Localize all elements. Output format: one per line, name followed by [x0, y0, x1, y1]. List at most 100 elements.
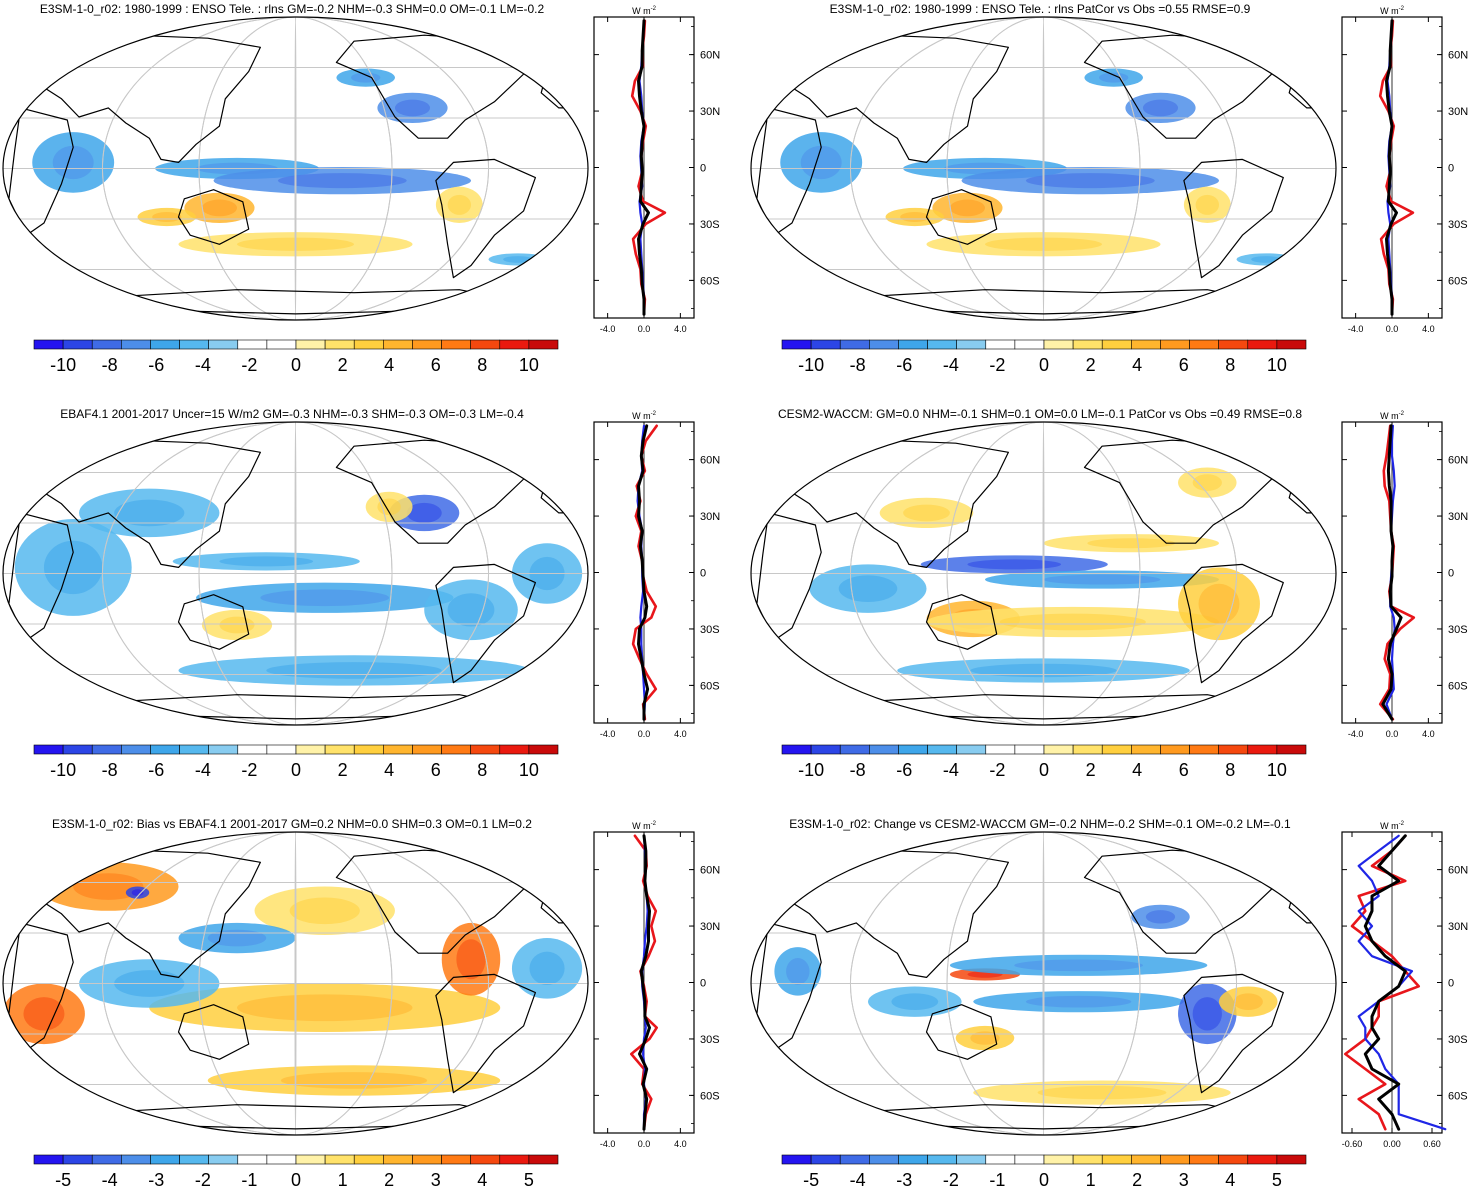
- map-border: [2, 421, 589, 726]
- colorbar-tick-label: 10: [1267, 355, 1287, 375]
- profile-units: W m-2: [1380, 821, 1404, 831]
- colorbar: -10 -8 -6 -4 -2 0 2 4 6 8 10: [33, 339, 559, 375]
- colorbar-tick-label: -6: [148, 355, 164, 375]
- profile-x-label: -4.0: [600, 729, 616, 739]
- zonal-profile: W m-2 60N 30N 0 30S 60S -4.0 0.0 4.0: [1341, 411, 1468, 739]
- colorbar-tick-label: -1: [989, 1170, 1005, 1187]
- profile-lat-label: 60S: [700, 680, 720, 692]
- colorbar-tick-label: 5: [524, 1170, 534, 1187]
- colorbar-swatch: [1189, 339, 1219, 350]
- longitude-line: [198, 17, 393, 320]
- coastline-australia: [925, 594, 998, 650]
- profile-units-exponent: -2: [1399, 6, 1405, 12]
- profile-units: W m-2: [632, 6, 656, 16]
- anomaly-core: [900, 211, 930, 222]
- colorbar-tick-label: -5: [55, 1170, 71, 1187]
- colorbar-swatch: [869, 744, 899, 755]
- colorbar-tick-label: 4: [384, 760, 394, 780]
- profile-x-label: 4.0: [674, 729, 687, 739]
- profile-units: W m-2: [632, 821, 656, 831]
- profile-units-exponent: -2: [651, 821, 657, 827]
- coastline-south-america: [435, 563, 536, 684]
- map-border: [2, 16, 589, 321]
- colorbar-tick-label: -6: [896, 760, 912, 780]
- colorbar-swatch: [810, 1154, 841, 1165]
- colorbar-tick-label: -10: [798, 760, 824, 780]
- anomaly-core: [114, 499, 185, 527]
- colorbar-swatch: [1247, 339, 1278, 350]
- profile-x-label: -4.0: [600, 324, 616, 334]
- profile-lat-label: 30S: [700, 624, 720, 636]
- anomaly-core: [1014, 959, 1143, 972]
- profile-x-label: 4.0: [1422, 729, 1435, 739]
- map-border: [750, 16, 1337, 321]
- longitude-line: [294, 832, 297, 1135]
- colorbar-swatch: [62, 1154, 93, 1165]
- anomaly-core: [967, 559, 1062, 570]
- profile-lat-label: 0: [1448, 163, 1454, 175]
- map-field: [3, 17, 588, 320]
- colorbar-tick-label: 0: [1039, 760, 1049, 780]
- colorbar-swatch: [1160, 339, 1190, 350]
- colorbar-tick-label: 2: [338, 760, 348, 780]
- colorbar-swatch: [1218, 339, 1249, 350]
- anomaly-core: [1145, 910, 1176, 924]
- colorbar-swatch: [1014, 339, 1045, 350]
- colorbar-tick-label: 0: [291, 355, 301, 375]
- profile-lat-label: 0: [700, 568, 706, 580]
- panel-title: E3SM-1-0_r02: 1980-1999 : ENSO Tele. : r…: [40, 2, 545, 16]
- colorbar-tick-label: -4: [943, 760, 959, 780]
- map-field: [751, 422, 1336, 725]
- colorbar-swatch: [470, 339, 501, 350]
- profile-x-label: 4.0: [674, 1139, 687, 1149]
- longitude-line: [849, 422, 1238, 725]
- colorbar-tick-label: 6: [431, 355, 441, 375]
- profile-lat-label: 60N: [700, 455, 720, 467]
- colorbar-tick-label: -5: [803, 1170, 819, 1187]
- map-graticule: [751, 422, 1336, 725]
- coastline-africa: [756, 922, 822, 1051]
- colorbar-swatch: [781, 339, 812, 350]
- panel-1: E3SM-1-0_r02: 1980-1999 : ENSO Tele. : r…: [2, 2, 720, 375]
- colorbar-tick-label: -8: [102, 355, 118, 375]
- longitude-line: [1042, 17, 1045, 320]
- colorbar-swatch: [91, 1154, 122, 1165]
- profile-x-label: 0.00: [1383, 1139, 1401, 1149]
- colorbar-tick-label: 0: [1039, 1170, 1049, 1187]
- colorbar-tick-label: -2: [195, 1170, 211, 1187]
- colorbar-tick-label: 10: [1267, 760, 1287, 780]
- colorbar-swatch: [810, 339, 841, 350]
- colorbar-swatch: [62, 744, 93, 755]
- colorbar-swatch: [898, 339, 928, 350]
- profile-lat-label: 60S: [700, 1090, 720, 1102]
- colorbar-swatch: [839, 744, 870, 755]
- colorbar-tick-label: 4: [1225, 1170, 1235, 1187]
- colorbar-swatch: [266, 1154, 297, 1165]
- coastline-australia: [177, 189, 250, 245]
- panel-4: CESM2-WACCM: GM=0.0 NHM=-0.1 SHM=0.1 OM=…: [750, 407, 1468, 780]
- colorbar-swatch: [470, 1154, 501, 1165]
- profile-lat-label: 30S: [1448, 219, 1468, 231]
- anomaly-core: [891, 993, 939, 1011]
- colorbar-tick-label: 6: [1179, 760, 1189, 780]
- colorbar-swatch: [412, 339, 442, 350]
- colorbar-tick-label: -6: [896, 355, 912, 375]
- anomaly-core: [447, 194, 471, 215]
- colorbar-swatch: [1131, 744, 1161, 755]
- colorbar-swatch: [353, 339, 384, 350]
- profile-lat-label: 30N: [1448, 511, 1468, 523]
- map-graticule: [3, 422, 588, 725]
- colorbar-tick-label: 10: [519, 760, 539, 780]
- colorbar-tick-label: 2: [1132, 1170, 1142, 1187]
- colorbar-tick-label: 0: [1039, 355, 1049, 375]
- panel-title: E3SM-1-0_r02: Bias vs EBAF4.1 2001-2017 …: [52, 817, 532, 831]
- anomaly-core: [351, 72, 381, 83]
- panel-title: E3SM-1-0_r02: 1980-1999 : ENSO Tele. : r…: [830, 2, 1251, 16]
- anomaly-core: [207, 929, 267, 947]
- colorbar-swatch: [1101, 744, 1132, 755]
- coastline-africa: [8, 922, 74, 1051]
- zonal-profile: W m-2 60N 30N 0 30S 60S -4.0 0.0 4.0: [593, 411, 720, 739]
- colorbar-swatch: [295, 339, 326, 350]
- colorbar-swatch: [1160, 1154, 1190, 1165]
- colorbar-tick-label: 0: [291, 1170, 301, 1187]
